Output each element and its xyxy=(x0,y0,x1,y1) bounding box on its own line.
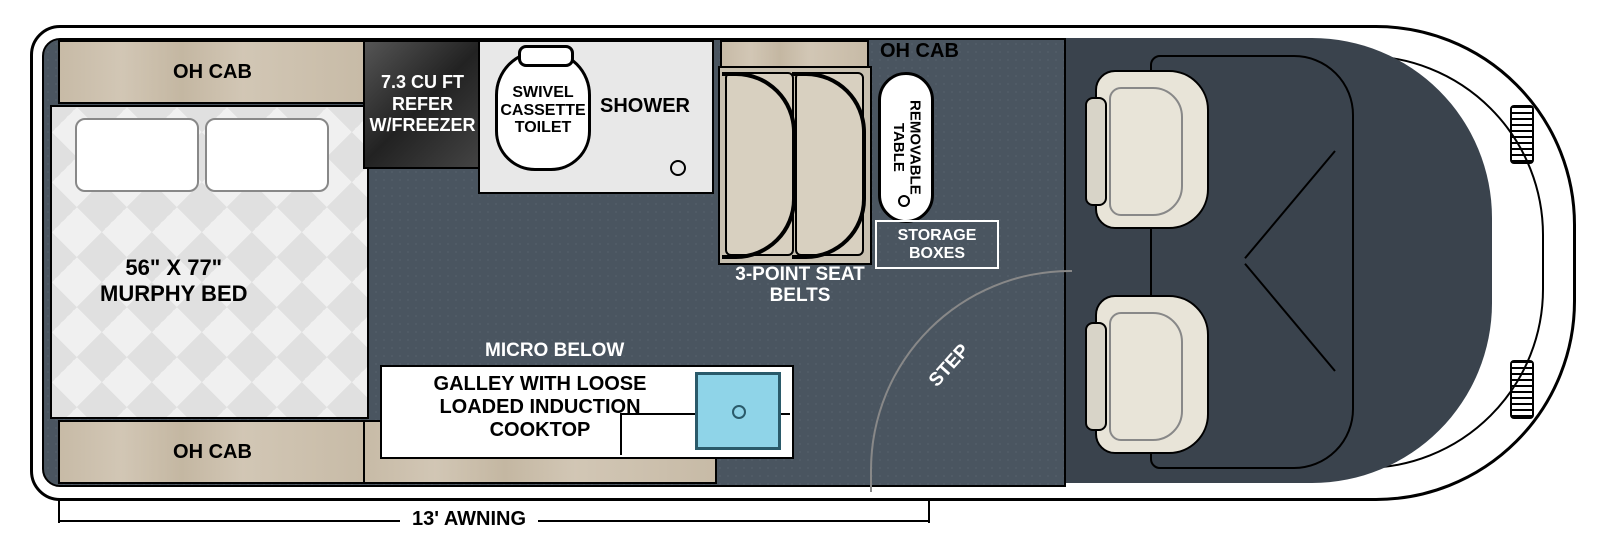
swivel-toilet: SWIVEL CASSETTE TOILET xyxy=(495,50,591,171)
galley-label: GALLEY WITH LOOSE LOADED INDUCTION COOKT… xyxy=(395,373,685,442)
dinette-seat xyxy=(725,72,794,256)
grille-top xyxy=(1510,105,1534,164)
awning-tick xyxy=(928,498,931,523)
dinette-seat xyxy=(795,72,864,256)
overhead-cab-rear-top: OH CAB xyxy=(58,40,367,104)
driver-seat xyxy=(1095,295,1209,454)
pillow xyxy=(205,118,329,192)
awning-tick xyxy=(58,498,61,523)
microwave-label: MICRO BELOW xyxy=(485,340,624,362)
overhead-cab-dinette-label: OH CAB xyxy=(880,40,959,63)
grille-bottom xyxy=(1510,360,1534,419)
shower-label: SHOWER xyxy=(600,95,690,118)
shower-drain xyxy=(670,160,686,176)
passenger-seat xyxy=(1095,70,1209,229)
awning-label: 13' AWNING xyxy=(400,508,538,531)
overhead-cab-rear-bottom: OH CAB xyxy=(58,420,367,484)
murphy-bed-label: 56" X 77" MURPHY BED xyxy=(100,255,248,308)
seat-belts-label: 3-POINT SEAT BELTS xyxy=(720,265,880,307)
refrigerator: 7.3 CU FT REFER W/FREEZER xyxy=(363,40,482,169)
galley-sink xyxy=(695,372,781,450)
storage-boxes: STORAGE BOXES xyxy=(875,220,999,269)
table-socket xyxy=(898,195,910,207)
pillow xyxy=(75,118,199,192)
